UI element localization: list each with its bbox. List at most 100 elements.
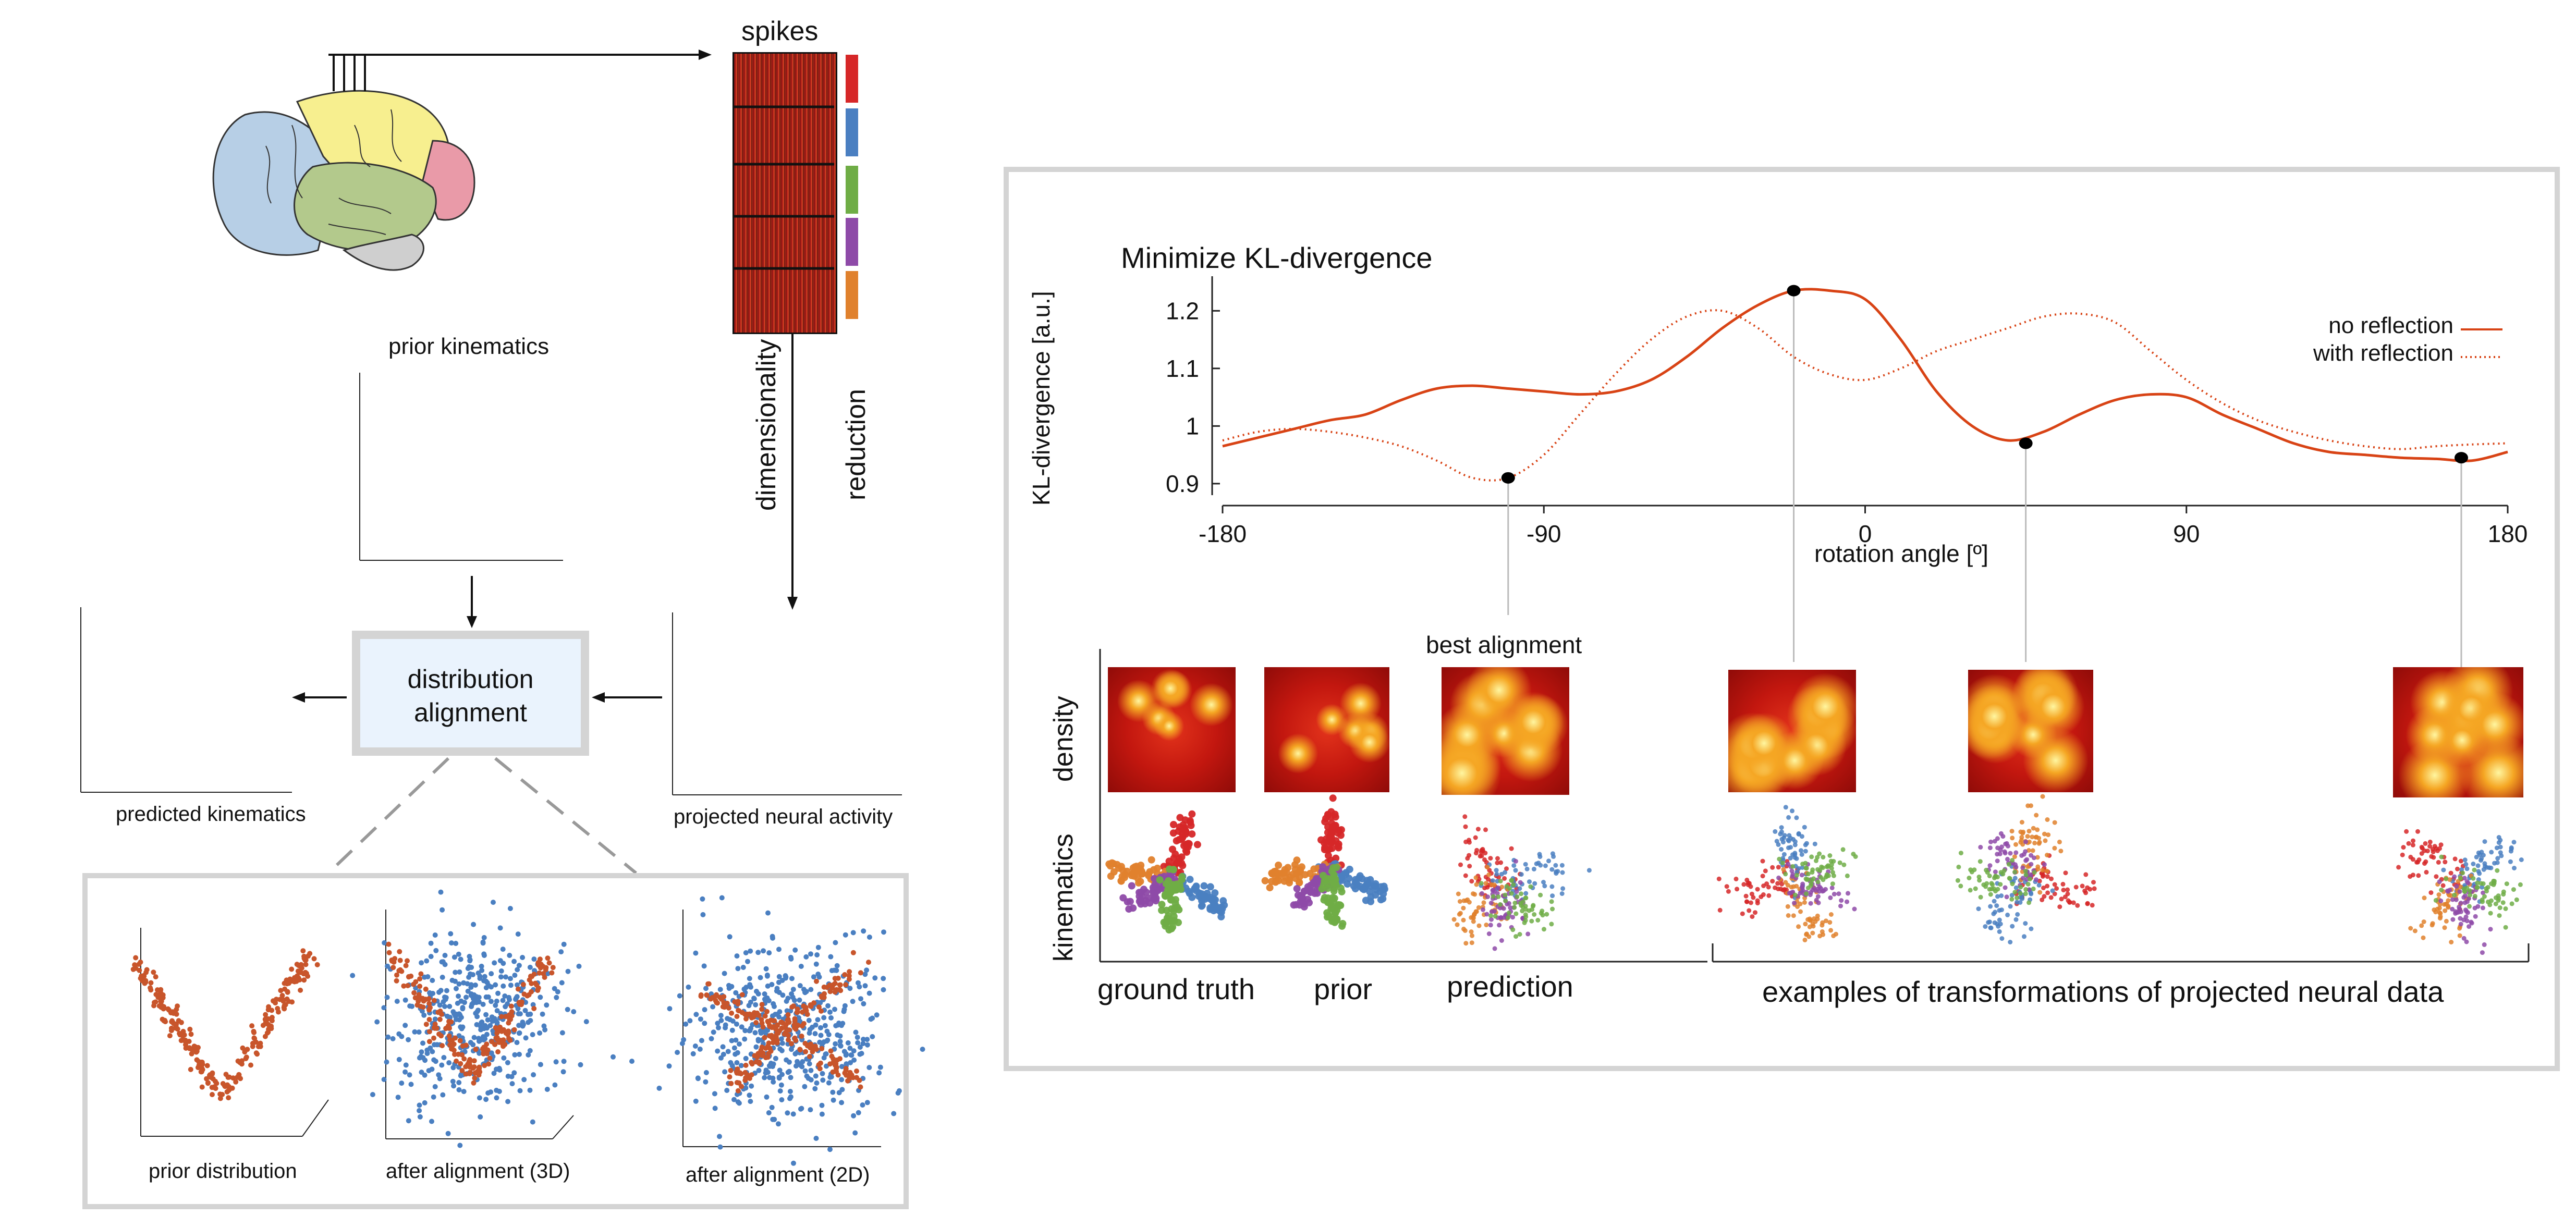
- kinematics-point: [1814, 898, 1819, 903]
- after-3d-blue-point: [542, 1027, 548, 1033]
- distribution-alignment-box[interactable]: distribution alignment: [352, 631, 589, 756]
- after-3d-blue-point: [432, 1084, 438, 1089]
- kinematics-point: [2052, 882, 2057, 887]
- kinematics-point: [2411, 873, 2415, 878]
- kinematics-point: [1485, 865, 1490, 870]
- distribution-alignment-line2: alignment: [414, 698, 527, 727]
- kinematics-point: [1128, 882, 1136, 890]
- kinematics-point: [1471, 919, 1476, 924]
- kinematics-point: [1295, 891, 1302, 899]
- kinematics-point: [1462, 814, 1468, 819]
- kinematics-point: [2452, 874, 2457, 879]
- kinematics-point: [2009, 896, 2015, 902]
- kinematics-point: [1993, 889, 1998, 894]
- kinematics-point: [1726, 889, 1731, 894]
- kinematics-point: [1955, 878, 1960, 883]
- kinematics-point: [1785, 904, 1790, 909]
- kinematics-point: [2044, 868, 2049, 874]
- kinematics-point: [1766, 893, 1772, 898]
- kinematics-point: [2421, 919, 2426, 924]
- kinematics-point: [1483, 827, 1488, 832]
- kinematics-point: [2075, 903, 2080, 908]
- after-3d-blue-point: [374, 1019, 380, 1025]
- kinematics-point: [2018, 885, 2023, 890]
- after-3d-blue-point: [515, 982, 520, 988]
- kinematics-point: [1297, 867, 1304, 875]
- kinematics-point: [1473, 875, 1479, 880]
- kinematics-point: [2008, 904, 2013, 909]
- kinematics-point: [1973, 886, 1978, 891]
- prior-distribution-point: [233, 1079, 239, 1085]
- kinematics-point: [1786, 815, 1791, 820]
- kinematics-point: [1463, 873, 1468, 878]
- kinematics-point: [1988, 904, 1993, 909]
- kinematics-point: [1776, 842, 1781, 847]
- kinematics-point: [1799, 834, 1804, 839]
- kinematics-point: [2023, 839, 2028, 844]
- after-3d-blue-point: [483, 1012, 489, 1017]
- after-3d-blue-point: [460, 1006, 466, 1012]
- kinematics-point: [1212, 896, 1219, 904]
- kinematics-point: [1333, 917, 1340, 925]
- kinematics-point: [1509, 878, 1515, 883]
- kinematics-point: [1176, 814, 1184, 821]
- prior-distribution-point: [297, 963, 303, 969]
- prior-distribution-point: [187, 1026, 193, 1032]
- kinematics-point: [1792, 892, 1798, 898]
- kinematics-point: [1958, 883, 1963, 889]
- kinematics-point: [2023, 891, 2028, 896]
- kinematics-point: [1367, 898, 1375, 905]
- kinematics-point: [1329, 794, 1337, 802]
- kinematics-point: [1788, 890, 1793, 895]
- prior-distribution-point: [286, 980, 291, 986]
- kinematics-point: [1124, 898, 1131, 906]
- kinematics-point: [1470, 933, 1474, 938]
- kinematics-point: [2462, 857, 2468, 863]
- prior-distribution-point: [262, 1034, 268, 1039]
- kinematics-point: [1272, 867, 1279, 875]
- kinematics-point: [1985, 870, 1990, 875]
- kinematics-point: [1989, 881, 1994, 886]
- kinematics-point: [1496, 885, 1500, 890]
- kinematics-point: [1486, 877, 1491, 882]
- kinematics-point: [1791, 837, 1796, 842]
- kinematics-point: [1802, 825, 1807, 830]
- kinematics-point: [2512, 866, 2517, 870]
- kinematics-point: [1168, 917, 1176, 925]
- kinematics-point: [2452, 892, 2457, 898]
- kinematics-point: [2481, 881, 2486, 886]
- prior-distribution-point: [207, 1073, 212, 1078]
- kinematics-point: [1750, 914, 1755, 919]
- projected-neural-label: projected neural activity: [674, 805, 893, 828]
- kinematics-point: [2034, 813, 2039, 818]
- kinematics-point: [2010, 836, 2015, 841]
- after-3d-blue-point: [456, 993, 461, 999]
- kinematics-point: [1819, 864, 1824, 869]
- prior-distribution-point: [278, 988, 284, 993]
- kinematics-point: [1993, 910, 1998, 915]
- after-3d-blue-point: [412, 1029, 418, 1035]
- prior-distribution-point: [314, 962, 320, 967]
- after-3d-blue-point: [527, 1048, 533, 1053]
- kinematics-point: [2475, 880, 2480, 886]
- kinematics-point: [2458, 858, 2463, 864]
- kinematics-point: [2498, 850, 2503, 855]
- prior-distribution-point: [248, 1062, 253, 1068]
- after-3d-blue-point: [514, 1040, 520, 1046]
- kinematics-point: [2472, 893, 2477, 899]
- kinematics-point: [2427, 839, 2433, 844]
- kinematics-point: [1780, 888, 1786, 893]
- kinematics-point: [2462, 893, 2468, 898]
- kinematics-point: [1461, 917, 1466, 923]
- prior-distribution-point: [273, 1000, 278, 1006]
- kinematics-point: [1125, 905, 1133, 913]
- kinematics-point: [1379, 895, 1387, 903]
- spike-group-bar-5: [846, 271, 858, 319]
- kinematics-point: [2013, 865, 2019, 870]
- kinematics-point: [1350, 882, 1358, 890]
- kinematics-point: [2489, 881, 2494, 886]
- after-3d-blue-point: [512, 973, 518, 978]
- kinematics-point: [1559, 863, 1565, 868]
